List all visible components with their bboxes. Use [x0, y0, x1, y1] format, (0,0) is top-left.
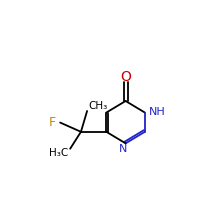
Text: O: O [120, 70, 131, 84]
Text: CH₃: CH₃ [89, 101, 108, 111]
Text: H₃C: H₃C [49, 148, 69, 158]
Text: NH: NH [149, 107, 165, 117]
Text: N: N [119, 144, 127, 154]
Text: F: F [49, 116, 56, 129]
